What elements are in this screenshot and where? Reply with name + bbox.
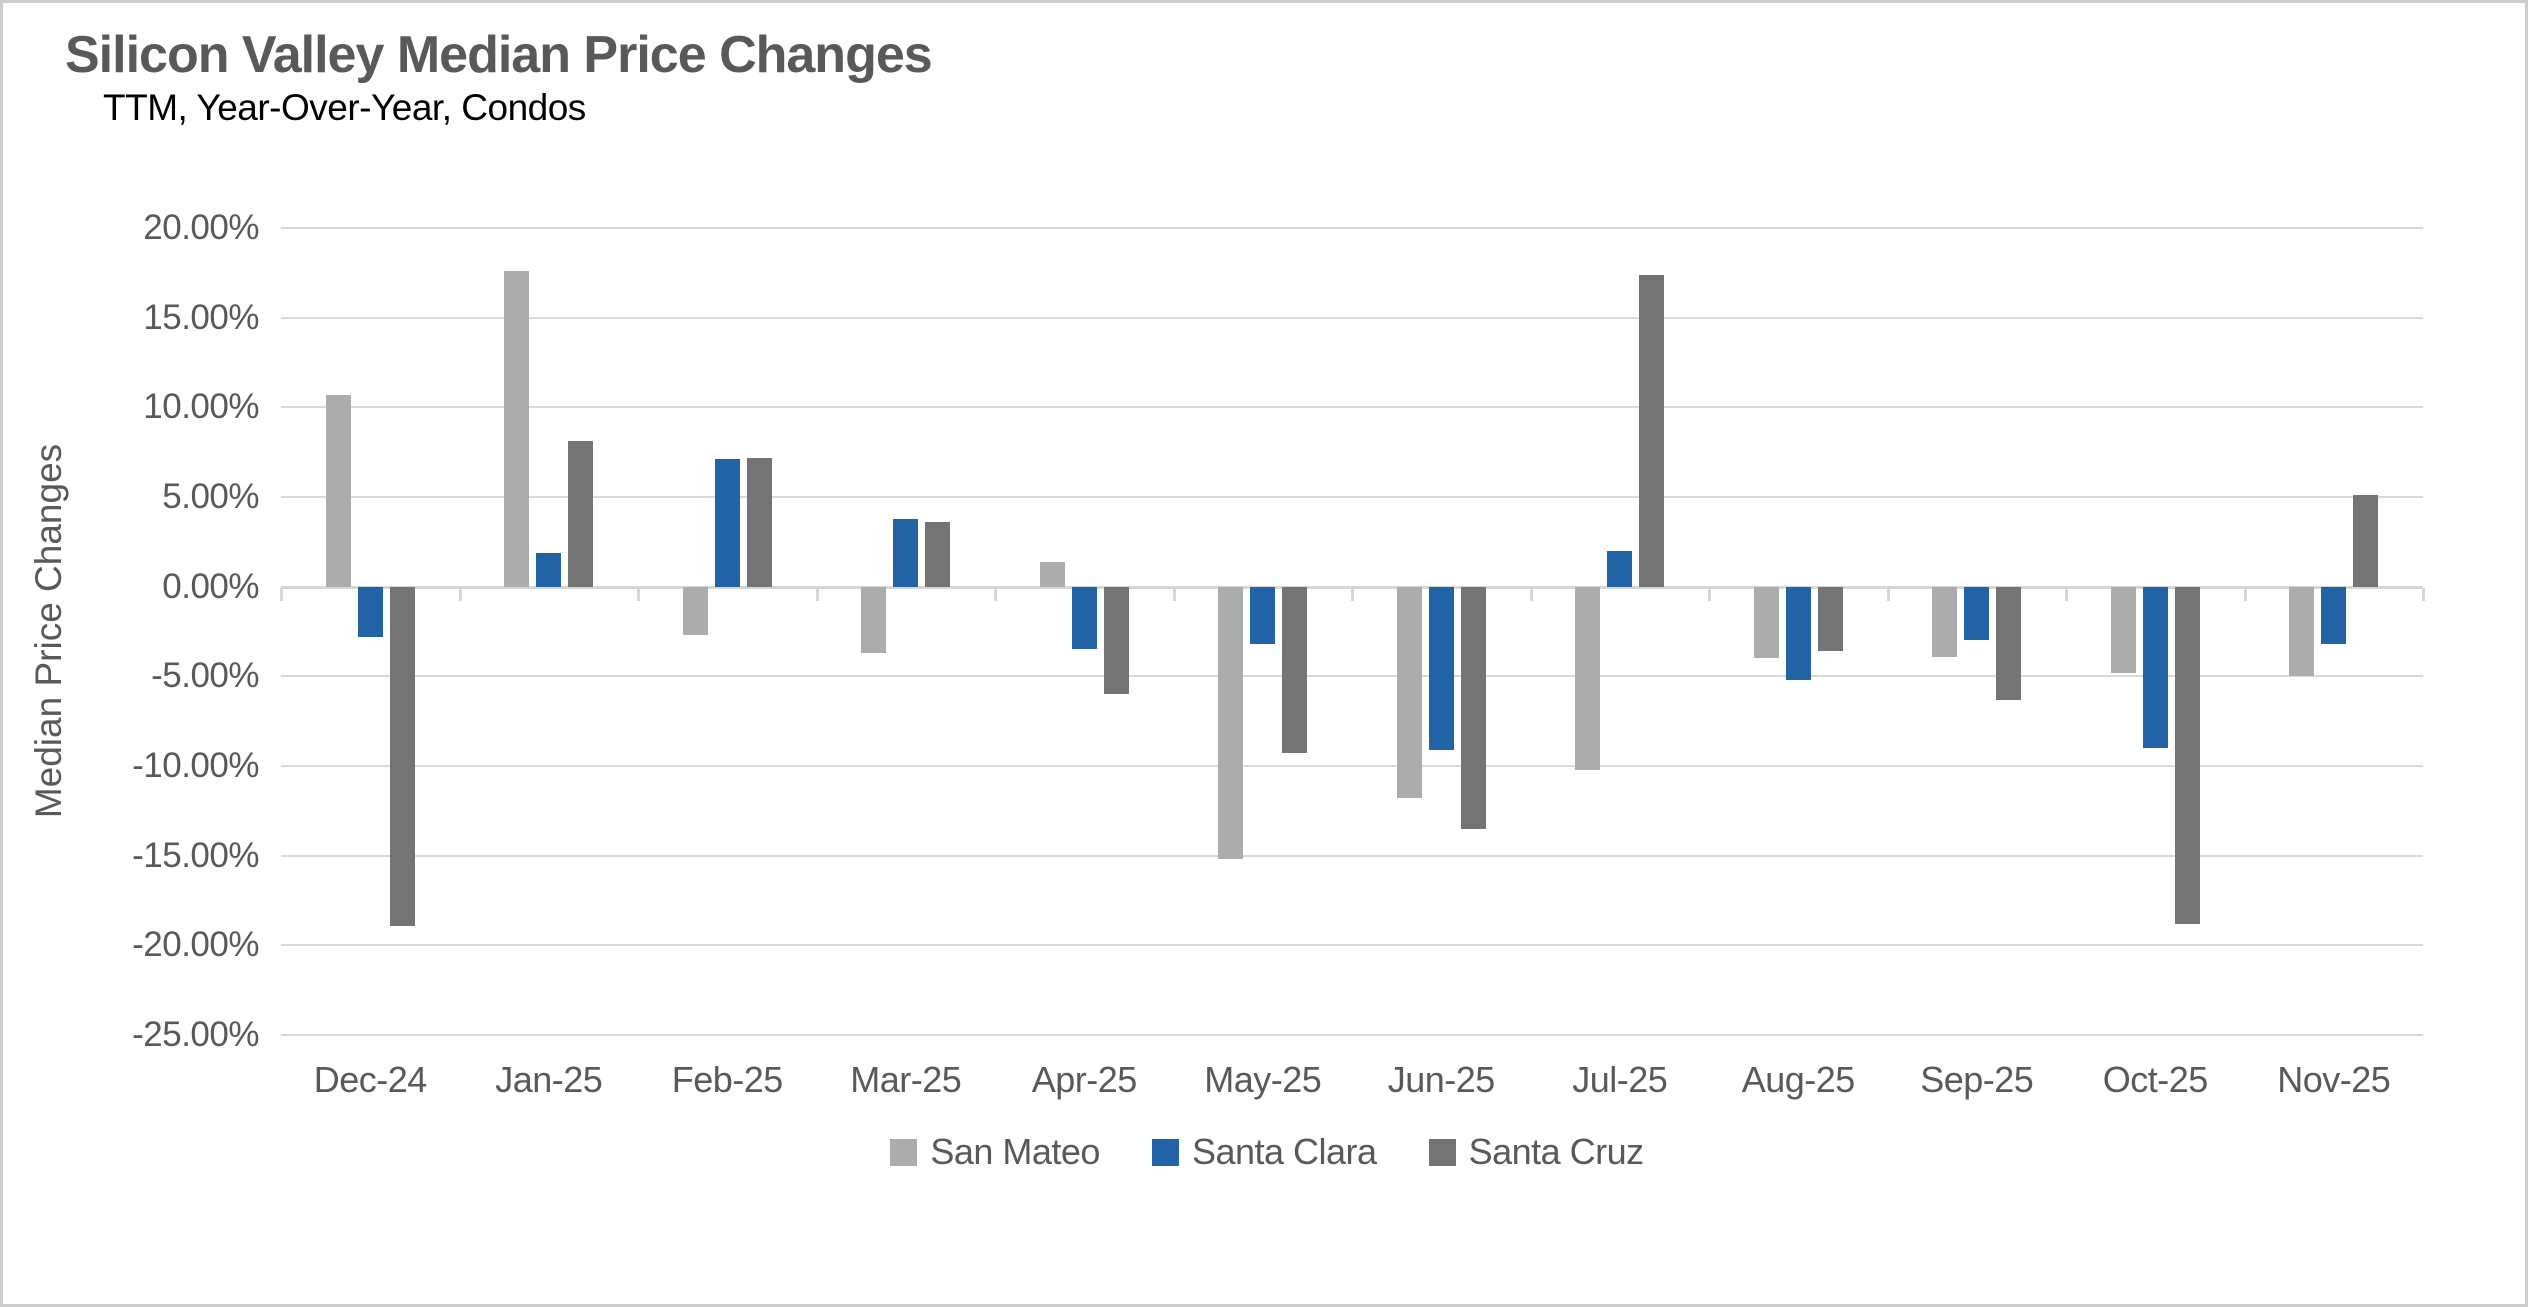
bar-santa-clara-oct-25 bbox=[2142, 586, 2168, 749]
chart-title: Silicon Valley Median Price Changes bbox=[65, 26, 933, 84]
bar-san-mateo-dec-24 bbox=[325, 394, 351, 587]
bar-san-mateo-may-25 bbox=[1218, 586, 1244, 860]
axis-tick bbox=[458, 587, 462, 601]
bar-santa-clara-feb-25 bbox=[714, 459, 740, 587]
bar-santa-clara-sep-25 bbox=[1964, 586, 1990, 641]
bar-santa-cruz-mar-25 bbox=[925, 522, 951, 587]
axis-tick bbox=[637, 587, 640, 601]
bar-santa-clara-jun-25 bbox=[1428, 586, 1454, 750]
axis-tick bbox=[280, 587, 283, 601]
bar-santa-cruz-dec-24 bbox=[389, 586, 415, 926]
legend: San Mateo Santa Clara Santa Cruz bbox=[3, 1131, 2525, 1173]
bar-santa-clara-apr-25 bbox=[1071, 586, 1097, 650]
gridline bbox=[281, 854, 2423, 857]
legend-label: Santa Cruz bbox=[1468, 1131, 1645, 1172]
x-tick-label: Dec-24 bbox=[313, 1059, 428, 1100]
x-tick-label: Apr-25 bbox=[1031, 1059, 1138, 1100]
x-tick-label: Nov-25 bbox=[2277, 1059, 2391, 1100]
axis-tick bbox=[1351, 587, 1354, 601]
x-tick-label: Feb-25 bbox=[671, 1059, 784, 1100]
bar-san-mateo-oct-25 bbox=[2110, 586, 2136, 673]
legend-item-santa-cruz: Santa Cruz bbox=[1428, 1131, 1645, 1173]
x-tick-label: Sep-25 bbox=[1920, 1059, 2034, 1100]
legend-swatch-icon bbox=[1151, 1138, 1179, 1166]
axis-tick bbox=[1172, 587, 1176, 601]
x-tick-label: Oct-25 bbox=[2102, 1059, 2209, 1100]
bar-san-mateo-nov-25 bbox=[2289, 586, 2315, 677]
bar-santa-cruz-oct-25 bbox=[2174, 586, 2200, 924]
bar-santa-clara-mar-25 bbox=[893, 518, 919, 587]
x-tick-label: Jul-25 bbox=[1572, 1059, 1668, 1100]
bar-san-mateo-jul-25 bbox=[1575, 586, 1601, 770]
y-tick-label: 15.00% bbox=[143, 297, 259, 337]
plot-area bbox=[280, 227, 2425, 1036]
bar-san-mateo-feb-25 bbox=[682, 586, 708, 636]
y-tick-label: 20.00% bbox=[143, 208, 259, 247]
y-tick-label: 5.00% bbox=[162, 477, 259, 516]
bar-santa-cruz-jun-25 bbox=[1460, 586, 1486, 829]
legend-item-san-mateo: San Mateo bbox=[890, 1131, 1100, 1173]
y-tick-label: 10.00% bbox=[143, 387, 259, 427]
legend-item-santa-clara: Santa Clara bbox=[1151, 1131, 1377, 1173]
legend-swatch-icon bbox=[890, 1138, 918, 1166]
x-axis-line bbox=[281, 585, 2423, 589]
bar-santa-cruz-jul-25 bbox=[1639, 274, 1665, 587]
y-tick-label: -25.00% bbox=[132, 1015, 259, 1054]
axis-tick bbox=[1708, 587, 1711, 601]
legend-label: San Mateo bbox=[930, 1131, 1100, 1172]
x-tick-label: Mar-25 bbox=[850, 1059, 962, 1100]
x-tick-label: May-25 bbox=[1204, 1059, 1322, 1100]
bar-santa-clara-jul-25 bbox=[1607, 550, 1633, 587]
bar-san-mateo-aug-25 bbox=[1753, 586, 1779, 659]
bar-santa-clara-nov-25 bbox=[2321, 586, 2347, 645]
bar-santa-cruz-nov-25 bbox=[2353, 495, 2379, 587]
y-tick-label: -10.00% bbox=[132, 746, 259, 785]
axis-tick bbox=[2065, 587, 2068, 601]
bar-santa-cruz-sep-25 bbox=[1996, 586, 2022, 700]
axis-tick bbox=[1886, 587, 1890, 601]
bar-santa-cruz-aug-25 bbox=[1817, 586, 1843, 652]
bar-san-mateo-apr-25 bbox=[1039, 561, 1065, 587]
gridline bbox=[281, 765, 2423, 767]
x-tick-label: Aug-25 bbox=[1741, 1059, 1856, 1100]
bar-santa-cruz-apr-25 bbox=[1103, 586, 1129, 695]
y-tick-label: -15.00% bbox=[132, 835, 259, 875]
axis-tick bbox=[2422, 587, 2425, 601]
gridline bbox=[281, 227, 2423, 229]
axis-tick bbox=[815, 587, 819, 601]
gridline bbox=[281, 316, 2423, 319]
bar-santa-clara-jan-25 bbox=[536, 552, 562, 587]
y-tick-label: 0.00% bbox=[162, 566, 259, 606]
y-tick-label: -20.00% bbox=[132, 925, 259, 965]
legend-label: Santa Clara bbox=[1191, 1131, 1377, 1172]
axis-tick bbox=[2243, 587, 2247, 601]
gridline bbox=[281, 496, 2423, 498]
chart-subtitle: TTM, Year-Over-Year, Condos bbox=[103, 87, 586, 128]
gridline bbox=[281, 675, 2423, 678]
bar-san-mateo-mar-25 bbox=[861, 586, 887, 653]
bar-santa-cruz-may-25 bbox=[1282, 586, 1308, 754]
legend-swatch-icon bbox=[1428, 1138, 1456, 1166]
bar-san-mateo-jan-25 bbox=[504, 271, 530, 587]
bar-santa-cruz-feb-25 bbox=[746, 457, 772, 587]
y-tick-label: -5.00% bbox=[151, 656, 259, 696]
bar-san-mateo-sep-25 bbox=[1932, 586, 1958, 657]
y-axis-title: Median Price Changes bbox=[28, 443, 69, 819]
axis-tick bbox=[1529, 587, 1533, 601]
gridline bbox=[281, 1034, 2423, 1036]
bar-santa-clara-dec-24 bbox=[357, 586, 383, 637]
x-tick-label: Jan-25 bbox=[495, 1059, 603, 1100]
gridline bbox=[281, 406, 2423, 409]
bar-santa-clara-may-25 bbox=[1250, 586, 1276, 645]
axis-tick bbox=[994, 587, 997, 601]
x-tick-label: Jun-25 bbox=[1387, 1059, 1496, 1100]
bar-santa-clara-aug-25 bbox=[1785, 586, 1811, 680]
bar-san-mateo-jun-25 bbox=[1396, 586, 1422, 799]
bar-santa-cruz-jan-25 bbox=[568, 441, 594, 587]
gridline bbox=[281, 944, 2423, 947]
